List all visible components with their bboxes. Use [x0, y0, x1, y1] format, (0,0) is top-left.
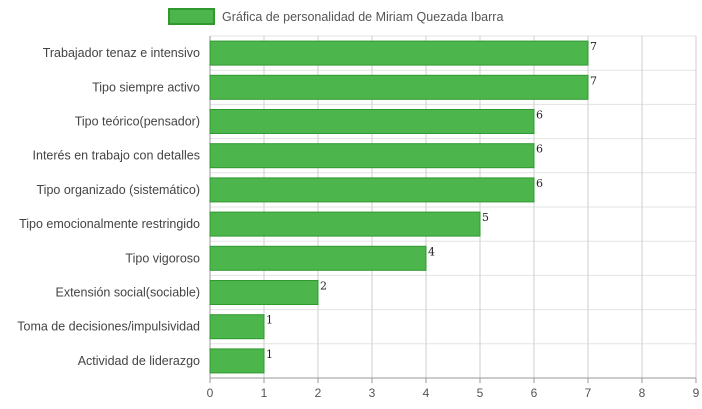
bars-layer	[209, 40, 589, 374]
legend[interactable]: Gráfica de personalidad de Miriam Quezad…	[168, 8, 503, 25]
bar[interactable]	[209, 143, 535, 169]
bar[interactable]	[209, 109, 535, 134]
legend-label: Gráfica de personalidad de Miriam Quezad…	[222, 10, 503, 24]
x-tick-label: 9	[693, 386, 700, 400]
category-label: Interés en trabajo con detalles	[33, 149, 200, 163]
data-label: 6	[536, 109, 543, 122]
data-label: 6	[536, 177, 543, 190]
data-label: 5	[482, 211, 489, 224]
bar[interactable]	[209, 348, 265, 374]
data-label: 2	[320, 280, 327, 293]
category-label: Tipo emocionalmente restringido	[19, 217, 200, 231]
x-tick-label: 8	[639, 386, 646, 400]
category-label: Actividad de liderazgo	[78, 354, 200, 368]
category-label: Extensión social(sociable)	[55, 286, 200, 300]
data-label: 7	[590, 74, 597, 87]
x-tick-label: 3	[369, 386, 376, 400]
x-tick-label: 5	[477, 386, 484, 400]
legend-swatch	[168, 8, 215, 25]
category-label: Tipo teórico(pensador)	[75, 115, 200, 129]
x-tick-label: 6	[531, 386, 538, 400]
x-tick-label: 1	[261, 386, 268, 400]
bar[interactable]	[209, 245, 427, 271]
x-tick-label: 7	[585, 386, 592, 400]
bar[interactable]	[209, 314, 265, 340]
bar[interactable]	[209, 40, 589, 66]
data-label: 4	[428, 245, 435, 258]
category-label: Tipo vigoroso	[125, 251, 200, 265]
bar[interactable]	[209, 280, 319, 305]
x-tick-label: 2	[315, 386, 322, 400]
x-tick-label: 0	[207, 386, 214, 400]
data-label: 6	[536, 143, 543, 156]
labels-layer: 0 1 2 3 4 5 6 7 8 9 7 Trabajador tenaz e intensivo 7…	[17, 40, 699, 400]
category-label: Tipo siempre activo	[92, 80, 200, 94]
bar[interactable]	[209, 74, 589, 100]
data-label: 7	[590, 40, 597, 53]
x-tick-label: 4	[423, 386, 430, 400]
data-label: 1	[266, 348, 273, 361]
bar[interactable]	[209, 211, 481, 237]
data-label: 1	[266, 314, 273, 327]
category-label: Tipo organizado (sistemático)	[37, 183, 201, 197]
bar[interactable]	[209, 177, 535, 203]
category-label: Toma de decisiones/impulsividad	[17, 320, 200, 334]
category-label: Trabajador tenaz e intensivo	[43, 46, 200, 60]
